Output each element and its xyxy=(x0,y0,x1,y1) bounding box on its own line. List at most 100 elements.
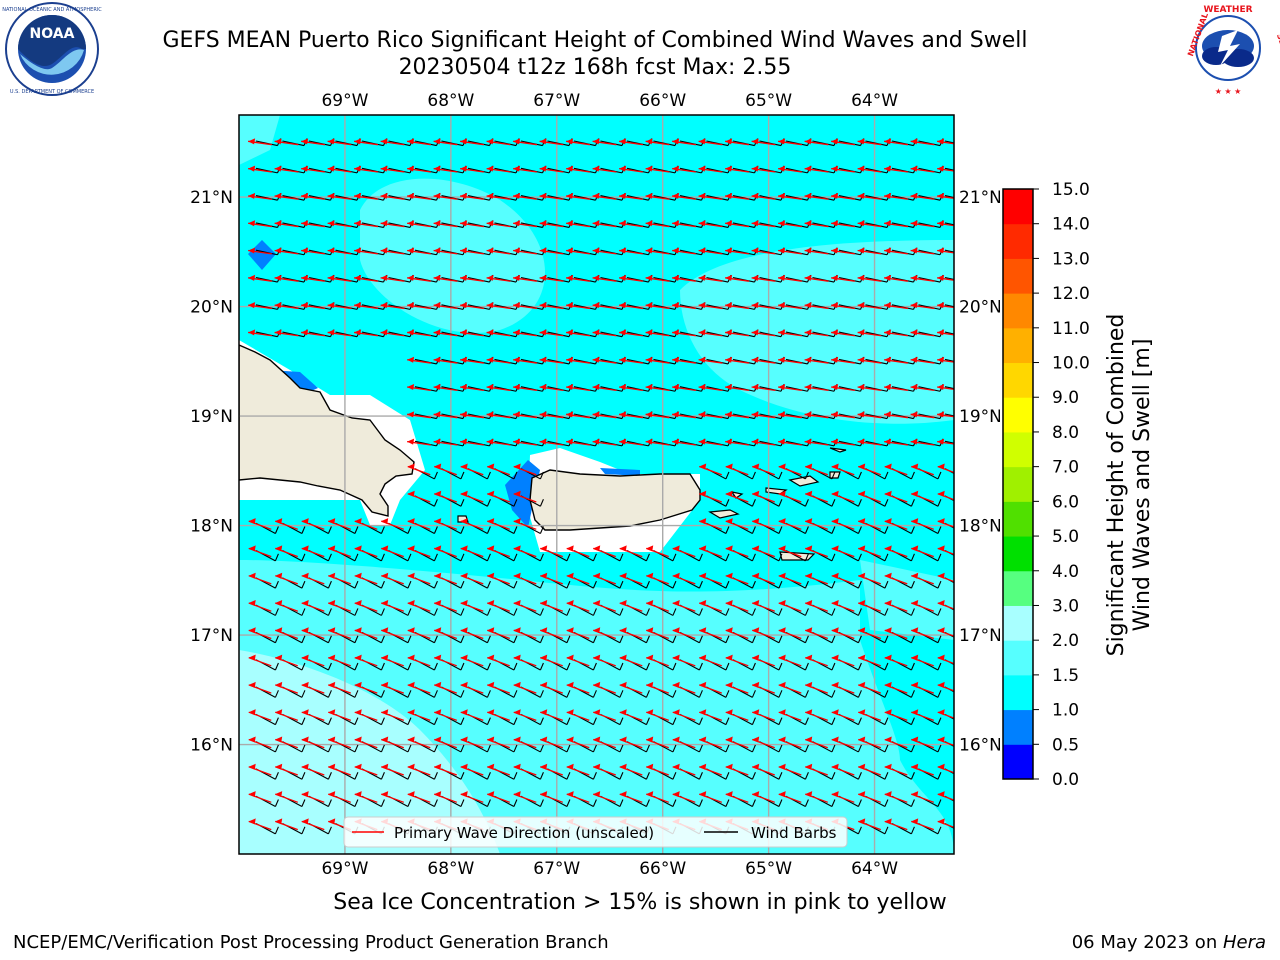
wind-barb-flag xyxy=(486,635,491,643)
wind-barb-flag xyxy=(460,690,465,698)
wind-barb-flag xyxy=(460,717,465,725)
wind-barb xyxy=(520,276,543,283)
wave-arrowhead xyxy=(831,138,839,145)
lon-label-bottom: 66°W xyxy=(639,859,686,879)
wind-barb-flag xyxy=(513,608,518,616)
wave-arrowhead xyxy=(672,165,680,172)
lat-label-left: 19°N xyxy=(190,407,233,427)
wave-arrowhead xyxy=(752,736,760,743)
wave-arrowhead xyxy=(275,518,283,525)
wind-barb xyxy=(388,222,411,229)
wave-arrowhead xyxy=(460,356,468,363)
wave-arrowhead xyxy=(434,736,442,743)
noaa-logo-icon: NOAA NATIONAL OCEANIC AND ATMOSPHERIC U.… xyxy=(2,2,106,106)
wave-arrowhead xyxy=(354,247,362,254)
wave-arrowhead xyxy=(619,599,627,606)
wave-arrowhead xyxy=(381,599,389,606)
wave-arrowhead xyxy=(566,545,574,552)
wind-barb-flag xyxy=(698,662,703,671)
lon-label-top: 66°W xyxy=(639,91,686,111)
wave-arrowhead xyxy=(911,518,919,525)
wave-arrowhead xyxy=(566,654,574,661)
wind-barb xyxy=(494,222,517,229)
wind-barb-flag xyxy=(539,580,544,589)
wave-arrowhead xyxy=(672,654,680,661)
wave-arrowhead xyxy=(301,220,309,227)
wave-arrowhead xyxy=(539,165,547,172)
colorbar: 15.0 14.0 13.0 12.0 11.0 10.0 9.0 8.0 7.0 6.0 5.0 4… xyxy=(1002,180,1090,790)
wave-arrowhead xyxy=(725,165,733,172)
wind-barb xyxy=(361,222,384,229)
wind-barb-flag xyxy=(884,608,889,616)
wind-barb-flag xyxy=(619,553,624,562)
wave-arrowhead xyxy=(619,545,627,552)
wave-arrowhead xyxy=(619,302,627,309)
wave-arrowhead xyxy=(645,138,653,145)
wind-barb xyxy=(706,140,729,147)
wind-barb-flag xyxy=(327,717,332,725)
wave-arrowhead xyxy=(434,490,442,497)
wind-barb xyxy=(706,249,729,256)
wind-barb-flag xyxy=(751,662,756,671)
wave-arrowhead xyxy=(910,438,918,445)
wave-arrowhead xyxy=(433,438,441,445)
wind-barb xyxy=(626,140,649,147)
wave-arrowhead xyxy=(407,274,415,281)
wave-arrowhead xyxy=(857,384,865,391)
wave-arrowhead xyxy=(937,192,945,199)
wind-barb xyxy=(626,249,649,256)
wave-arrowhead xyxy=(460,654,468,661)
colorbar-cell xyxy=(1003,189,1033,225)
wave-arrowhead xyxy=(513,545,521,552)
wave-arrowhead xyxy=(460,384,468,391)
wave-arrowhead xyxy=(301,736,309,743)
wind-barb xyxy=(706,331,729,338)
wind-barb xyxy=(891,222,914,229)
wave-arrowhead xyxy=(460,165,468,172)
wind-barb xyxy=(812,195,835,201)
wind-barb-flag xyxy=(592,608,597,616)
wave-arrowhead xyxy=(513,302,521,309)
wind-barb-flag xyxy=(354,526,359,534)
wave-arrowhead xyxy=(566,791,574,798)
wave-arrowhead xyxy=(911,654,919,661)
lat-label-left: 20°N xyxy=(190,298,233,318)
wind-barb-flag xyxy=(327,772,332,780)
wind-barb-flag xyxy=(486,744,491,753)
wave-arrowhead xyxy=(884,329,892,336)
wave-arrowhead xyxy=(831,274,839,281)
wave-arrowhead xyxy=(248,329,256,336)
wind-barb-flag xyxy=(460,499,465,507)
wind-barb-flag xyxy=(672,553,677,562)
wave-arrowhead xyxy=(539,302,547,309)
wave-arrowhead xyxy=(725,709,733,716)
wave-arrowhead xyxy=(857,192,865,199)
wave-arrowhead xyxy=(858,654,866,661)
wind-barb xyxy=(785,195,808,201)
wave-arrowhead xyxy=(327,165,335,172)
wave-arrowhead xyxy=(778,247,786,254)
wind-barb-flag xyxy=(539,526,544,534)
wind-barb-flag xyxy=(964,800,967,807)
wind-barb-flag xyxy=(274,662,279,671)
wind-barb-flag xyxy=(645,608,650,616)
wave-arrowhead xyxy=(434,709,442,716)
wave-arrowhead xyxy=(381,572,389,579)
wind-barb xyxy=(679,440,702,447)
wave-arrowhead xyxy=(725,599,733,606)
wind-barb xyxy=(891,413,914,420)
wave-arrowhead xyxy=(566,411,574,418)
wind-barb xyxy=(467,276,490,283)
wave-arrowhead xyxy=(619,654,627,661)
wind-barb xyxy=(335,222,358,229)
wind-barb-flag xyxy=(433,772,438,780)
wind-barb xyxy=(944,358,954,362)
wave-arrowhead xyxy=(275,736,283,743)
wind-barb-flag xyxy=(910,635,915,643)
wind-barb xyxy=(706,413,729,420)
sea-light-north xyxy=(360,178,545,333)
wave-arrowhead xyxy=(910,274,918,281)
wind-barb-flag xyxy=(592,772,597,780)
wave-arrowhead xyxy=(434,463,442,470)
sea-light-northeast xyxy=(680,240,954,424)
